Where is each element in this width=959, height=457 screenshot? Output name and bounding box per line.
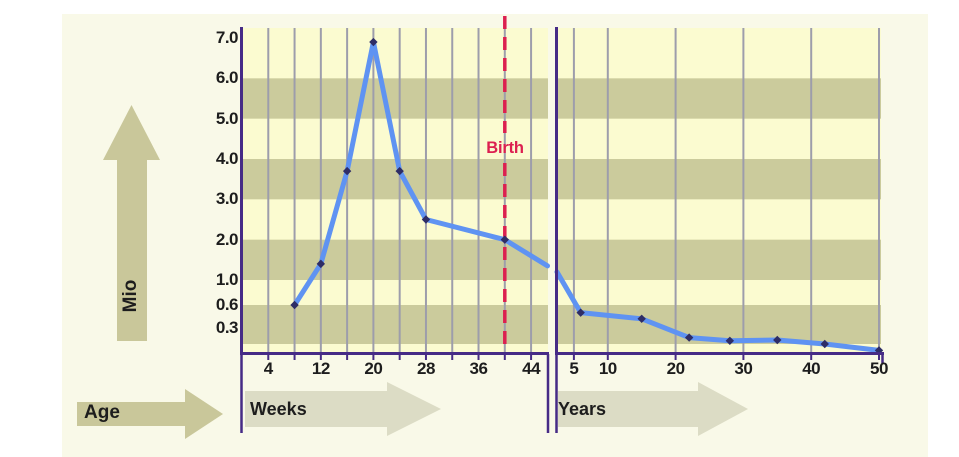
years-axis-label: Years: [558, 399, 607, 419]
stripe-dark-band: [557, 159, 881, 200]
y-axis-title: Mio: [120, 279, 141, 313]
stripe-dark-band: [557, 239, 881, 280]
stripe-dark-band: [243, 305, 548, 344]
stripe-dark-band: [243, 159, 548, 200]
years-arrow: [558, 391, 698, 427]
year-tick-label-50: 50: [870, 359, 888, 378]
stripe-dark-band: [243, 78, 548, 119]
year-tick-label-30: 30: [734, 359, 753, 378]
y-tick-label-4.0: 4.0: [215, 149, 239, 168]
week-tick-label-36: 36: [469, 359, 488, 378]
weeks-axis-label: Weeks: [250, 399, 307, 419]
data-point-marker: [316, 259, 326, 269]
y-tick-label-0.6: 0.6: [215, 295, 239, 314]
data-point-marker: [421, 215, 431, 224]
data-point-marker: [725, 336, 735, 345]
week-tick-label-28: 28: [416, 359, 435, 378]
mio-arrow-head-icon: [103, 105, 160, 160]
weeks-arrow: [245, 391, 387, 427]
data-point-marker: [342, 166, 352, 176]
year-tick-label-20: 20: [666, 359, 685, 378]
mio-arrow: [117, 158, 147, 341]
data-line-years: [554, 269, 882, 353]
data-point-marker: [290, 300, 299, 310]
y-tick-label-2.0: 2.0: [215, 229, 239, 249]
data-point-marker: [637, 314, 646, 323]
data-point-marker: [820, 339, 829, 349]
birth-annotation: Birth: [486, 139, 524, 157]
week-tick-label-44: 44: [522, 359, 541, 378]
arrows-group: [77, 105, 748, 439]
data-point-marker: [395, 166, 404, 176]
years-arrow-head-icon: [698, 382, 748, 436]
data-point-marker: [576, 308, 585, 317]
age-axis-title: Age: [84, 402, 120, 423]
age-arrow-head-icon: [185, 389, 223, 439]
y-tick-label-6.0: 6.0: [215, 68, 239, 88]
week-tick-label-12: 12: [311, 359, 330, 378]
y-tick-label-1.0: 1.0: [215, 270, 239, 289]
data-point-marker: [369, 37, 378, 47]
age-arrow: [77, 402, 185, 426]
data-point-marker: [684, 333, 694, 342]
weeks-arrow-head-icon: [387, 382, 441, 436]
data-point-marker: [500, 235, 509, 244]
week-tick-label-20: 20: [364, 359, 383, 378]
stripe-dark-band: [243, 239, 548, 280]
data-line-weeks: [292, 39, 551, 308]
year-tick-label-5: 5: [569, 359, 579, 378]
year-tick-label-10: 10: [598, 359, 617, 378]
stripe-dark-band: [557, 78, 881, 119]
y-tick-label-3.0: 3.0: [215, 189, 239, 209]
week-tick-label-4: 4: [263, 359, 273, 378]
data-point-marker: [773, 335, 782, 345]
stripe-background-group: [243, 28, 881, 353]
year-tick-label-40: 40: [802, 359, 821, 378]
y-tick-label-0.3: 0.3: [215, 318, 239, 337]
axes-group: [240, 27, 884, 433]
y-tick-label-5.0: 5.0: [215, 108, 239, 128]
y-tick-label-7.0: 7.0: [215, 28, 239, 47]
